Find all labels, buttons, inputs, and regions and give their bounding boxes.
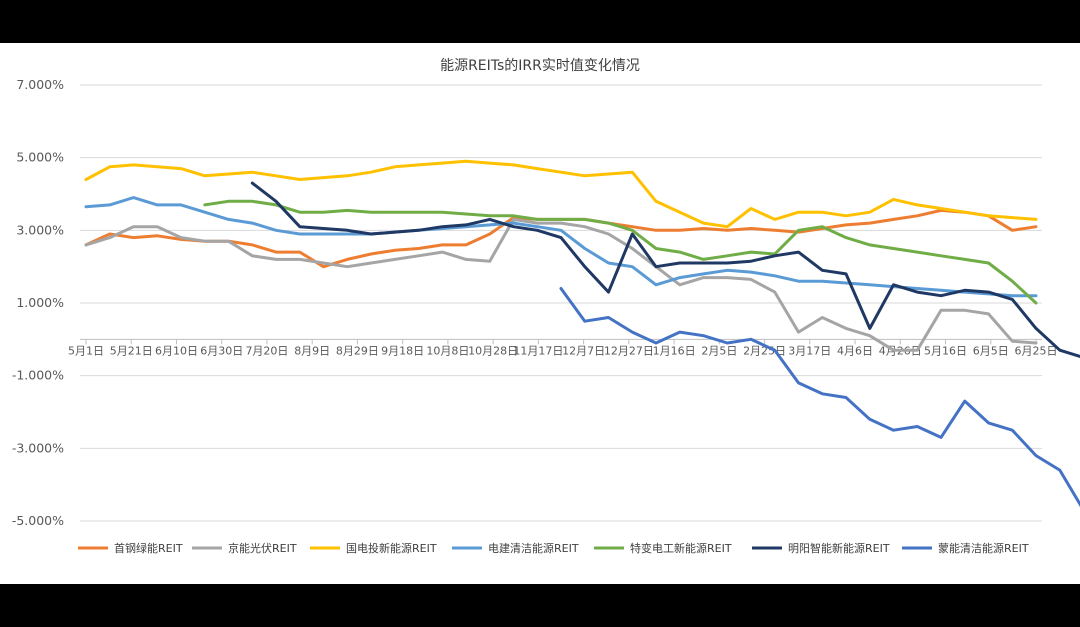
x-tick-label: 8月29日	[336, 344, 379, 357]
legend-label: 蒙能清洁能源REIT	[938, 541, 1029, 555]
x-tick-label: 7月20日	[245, 344, 288, 357]
y-tick-label: -3.000%	[12, 440, 64, 455]
x-tick-label: 1月16日	[653, 344, 696, 357]
x-tick-label: 6月10日	[155, 344, 198, 357]
y-tick-label: 1.000%	[16, 295, 64, 310]
x-tick-label: 6月5日	[973, 344, 1009, 357]
series-line	[84, 217, 1038, 352]
y-tick-label: 5.000%	[16, 150, 64, 165]
y-tick-label: -1.000%	[12, 368, 64, 383]
series-line	[84, 159, 1038, 229]
y-tick-label: 3.000%	[16, 222, 64, 237]
series-line	[203, 199, 1038, 305]
x-tick-label: 6月25日	[1015, 344, 1058, 357]
x-axis: 5月1日 5月21日 6月10日 6月30日 7月20日 8月9日 8月29日 9月18日 10…	[68, 338, 1058, 357]
y-tick-label: 7.000%	[16, 77, 64, 92]
series-line	[559, 287, 1080, 508]
chart-panel: 能源REITs的IRR实时值变化情况 7.000% 5.000% 3.000% 1.0…	[0, 43, 1080, 584]
x-tick-label: 5月1日	[68, 344, 104, 357]
x-tick-label: 12月27日	[604, 344, 654, 357]
x-tick-label: 5月16日	[924, 344, 967, 357]
legend-label: 特变电工新能源REIT	[630, 541, 732, 555]
x-tick-label: 6月30日	[200, 344, 243, 357]
line-chart: 能源REITs的IRR实时值变化情况 7.000% 5.000% 3.000% 1.0…	[12, 58, 1080, 555]
x-tick-label: 8月9日	[294, 344, 330, 357]
y-tick-label: -5.000%	[12, 513, 64, 528]
x-tick-label: 2月5日	[701, 344, 737, 357]
x-tick-label: 5月21日	[110, 344, 153, 357]
y-axis-ticks: 7.000% 5.000% 3.000% 1.000% -1.000% -3.000% -5…	[12, 77, 64, 528]
x-tick-label: 11月17日	[513, 344, 563, 357]
series-line	[84, 196, 1038, 298]
legend-label: 首钢绿能REIT	[114, 541, 183, 555]
series-line	[250, 181, 1080, 358]
x-tick-label: 12月7日	[562, 344, 605, 357]
gridlines	[80, 84, 1042, 522]
series-lines	[84, 159, 1080, 508]
x-tick-label: 4月6日	[837, 344, 873, 357]
x-tick-label: 2月25日	[743, 344, 786, 357]
x-tick-label: 10月28日	[468, 344, 518, 357]
legend-label: 电建清洁能源REIT	[488, 541, 579, 555]
x-tick-label: 10月8日	[426, 344, 469, 357]
legend: 首钢绿能REIT 京能光伏REIT 国电投新能源REIT 电建清洁能源REIT 特变电工…	[78, 541, 1029, 555]
chart-title: 能源REITs的IRR实时值变化情况	[440, 58, 640, 74]
x-tick-label: 9月18日	[381, 344, 424, 357]
legend-label: 国电投新能源REIT	[346, 541, 437, 555]
legend-label: 明阳智能新能源REIT	[788, 541, 890, 555]
legend-label: 京能光伏REIT	[228, 541, 297, 555]
x-tick-label: 3月17日	[788, 344, 831, 357]
